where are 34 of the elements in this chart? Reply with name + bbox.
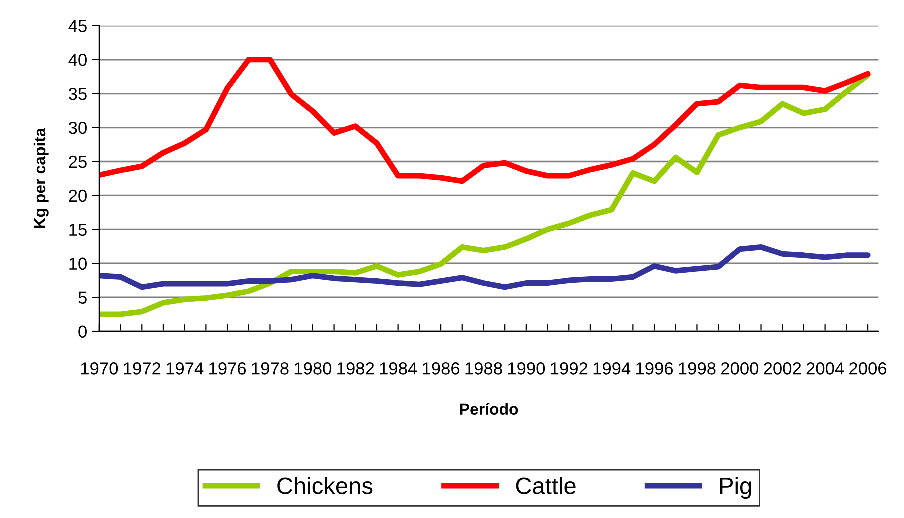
- x-tick-label: 1970: [81, 362, 118, 375]
- x-tick-label: 1978: [252, 362, 289, 375]
- y-tick-label: 20: [69, 190, 87, 202]
- y-tick-label: 25: [69, 156, 87, 168]
- x-tick-label: 1972: [124, 362, 161, 375]
- x-axis-title: Período: [460, 403, 518, 415]
- legend-label: Pig: [720, 477, 752, 500]
- x-tick-label: 1992: [551, 362, 588, 375]
- x-tick-label: 1984: [380, 362, 418, 375]
- x-tick-label: 1994: [594, 362, 631, 375]
- x-tick-label: 2004: [806, 362, 844, 375]
- legend-label: Chickens: [278, 477, 373, 494]
- y-tick-label: 15: [70, 224, 87, 236]
- y-tick-label: 10: [70, 258, 87, 270]
- x-tick-label: 1988: [466, 362, 502, 375]
- x-tick-label: 2002: [764, 362, 802, 375]
- legend-label: Cattle: [516, 477, 576, 494]
- y-tick-label: 0: [78, 326, 87, 338]
- x-tick-label: 1990: [508, 362, 546, 375]
- x-tick-label: 2006: [850, 362, 887, 375]
- x-tick-label: 1976: [210, 362, 246, 375]
- x-tick-label: 1974: [166, 362, 204, 375]
- x-tick-label: 2000: [721, 362, 759, 375]
- x-tick-label: 1986: [423, 362, 460, 375]
- y-tick-label: 5: [78, 292, 87, 304]
- y-tick-label: 30: [68, 122, 87, 134]
- x-tick-label: 1982: [338, 362, 374, 375]
- y-tick-label: 45: [68, 20, 87, 32]
- x-tick-label: 1996: [636, 362, 674, 375]
- y-tick-label: 40: [68, 54, 87, 66]
- y-axis-title: Kg per capita: [34, 128, 49, 228]
- x-tick-label: 1998: [679, 362, 716, 375]
- y-tick-label: 35: [68, 88, 87, 100]
- x-tick-label: 1980: [294, 362, 332, 375]
